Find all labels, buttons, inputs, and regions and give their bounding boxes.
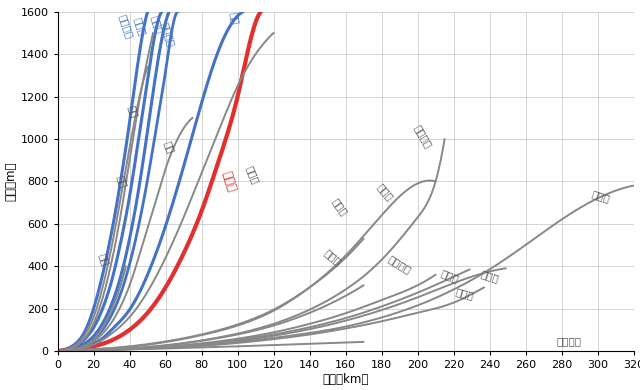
- Text: 手取川: 手取川: [149, 14, 164, 35]
- X-axis label: 距離（km）: 距離（km）: [323, 373, 369, 386]
- Text: 小矢部川: 小矢部川: [159, 21, 176, 48]
- Text: 利根川: 利根川: [479, 269, 500, 284]
- Text: 天竜川: 天竜川: [375, 182, 395, 202]
- Text: 黒部川: 黒部川: [132, 16, 148, 37]
- Text: 梁川: 梁川: [98, 252, 111, 267]
- Text: 木曽川: 木曽川: [331, 196, 349, 217]
- Text: 神通川: 神通川: [220, 169, 238, 193]
- Text: 信濃川: 信濃川: [591, 188, 612, 204]
- Text: 底川: 底川: [116, 174, 129, 189]
- Text: 阿武隈川: 阿武隈川: [387, 253, 413, 275]
- Text: 富士川: 富士川: [244, 165, 260, 186]
- Text: 阿賀野川: 阿賀野川: [412, 124, 433, 150]
- Text: 庄川: 庄川: [228, 11, 240, 25]
- Y-axis label: 標高（m）: 標高（m）: [4, 161, 18, 201]
- Text: セーヌ川: セーヌ川: [556, 336, 581, 346]
- Text: 吉野川: 吉野川: [323, 248, 344, 268]
- Text: 常願寺川: 常願寺川: [117, 13, 134, 40]
- Text: 北上川: 北上川: [454, 287, 475, 301]
- Text: 最上川: 最上川: [440, 268, 461, 284]
- Text: 関川: 関川: [127, 104, 140, 119]
- Text: 荒川: 荒川: [163, 140, 176, 155]
